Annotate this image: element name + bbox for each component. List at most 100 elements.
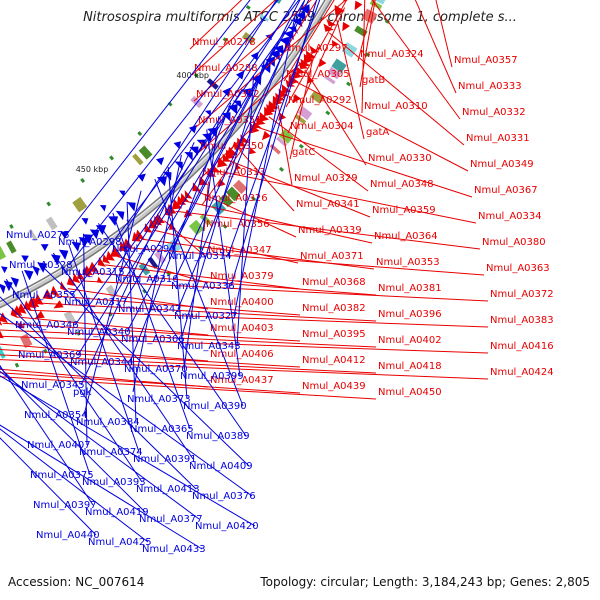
forward-gene-arrow bbox=[42, 289, 54, 300]
reverse-label-leader bbox=[233, 16, 296, 317]
reverse-gene-label: Nmul_A0315 bbox=[61, 267, 125, 278]
forward-gene-arrow bbox=[10, 307, 18, 319]
forward-gene-label: Nmul_A0402 bbox=[378, 335, 442, 346]
reverse-gene-label: Nmul_A0440 bbox=[36, 530, 100, 541]
reverse-gene-label: Nmul_A0275 bbox=[6, 230, 70, 241]
feature-marker bbox=[251, 196, 257, 202]
reverse-gene-label: Nmul_A0327 bbox=[174, 311, 238, 322]
reverse-gene-arrow bbox=[37, 262, 48, 273]
feature-marker bbox=[46, 201, 52, 207]
forward-label-leader bbox=[175, 210, 481, 250]
reverse-label-leader bbox=[120, 0, 297, 273]
feature-marker bbox=[109, 155, 115, 161]
forward-gene-label: Nmul_A0305 bbox=[286, 69, 350, 80]
forward-gene-arrow bbox=[233, 141, 243, 150]
forward-label-leader bbox=[277, 105, 293, 186]
reverse-label-leader bbox=[0, 428, 149, 543]
reverse-gene-arrow bbox=[174, 161, 183, 171]
cog-block-outer bbox=[189, 219, 205, 236]
cog-block-outer bbox=[211, 200, 227, 216]
forward-label-leader bbox=[295, 81, 469, 172]
forward-gene-arrow bbox=[303, 53, 314, 64]
forward-label-leader bbox=[435, 0, 453, 68]
forward-gene-arrow bbox=[354, 0, 363, 11]
forward-label-leader bbox=[357, 0, 375, 62]
reverse-label-leader bbox=[132, 154, 182, 393]
forward-label-leader bbox=[117, 256, 209, 284]
forward-gene-label: Nmul_A0292 bbox=[288, 95, 352, 106]
forward-gene-label: Nmul_A0334 bbox=[478, 211, 542, 222]
feature-marker bbox=[365, 52, 371, 57]
feature-marker bbox=[278, 166, 285, 172]
cog-block-outer bbox=[297, 106, 313, 121]
reverse-label-leader bbox=[174, 0, 310, 280]
forward-label-leader bbox=[283, 0, 335, 82]
forward-gene-label: Nmul_A0347 bbox=[208, 245, 272, 256]
reverse-gene-label: Nmul_A0316 bbox=[115, 274, 179, 285]
reverse-label-leader bbox=[65, 0, 251, 236]
topology-summary: Topology: circular; Length: 3,184,243 bp… bbox=[260, 575, 590, 589]
reverse-label-leader bbox=[77, 88, 243, 356]
reverse-gene-label: Nmul_A0365 bbox=[130, 424, 194, 435]
forward-gene-label: Nmul_A0333 bbox=[458, 81, 522, 92]
reverse-gene-label: Nmul_A0373 bbox=[127, 394, 191, 405]
forward-gene-arrow bbox=[50, 285, 60, 296]
forward-label-leader bbox=[193, 0, 312, 102]
forward-gene-arrow bbox=[261, 130, 271, 141]
reverse-gene-label: Nmul_A0433 bbox=[142, 544, 206, 555]
forward-gene-arrow bbox=[82, 266, 91, 277]
reverse-label-leader bbox=[126, 45, 276, 333]
reverse-gene-label: Nmul_A0419 bbox=[85, 507, 149, 518]
reverse-gene-label: Nmul_A0393 bbox=[82, 477, 146, 488]
feature-marker bbox=[298, 143, 304, 149]
reverse-gene-label: Nmul_A0420 bbox=[195, 521, 259, 532]
reverse-label-leader bbox=[117, 0, 278, 243]
reverse-gene-arrow bbox=[127, 202, 136, 212]
forward-gene-arrow bbox=[0, 312, 8, 323]
reverse-gene-label: Nmul_A0370 bbox=[124, 364, 188, 375]
reverse-gene-arrow bbox=[188, 125, 198, 134]
reverse-gene-label: Nmul_A0375 bbox=[30, 470, 94, 481]
reverse-label-leader bbox=[167, 167, 188, 400]
forward-gene-label: Nmul_A0363 bbox=[486, 263, 550, 274]
cog-block-outer bbox=[147, 256, 159, 269]
reverse-label-leader bbox=[112, 212, 191, 430]
cog-block-outer bbox=[63, 310, 76, 325]
forward-gene-label: Nmul_A0380 bbox=[482, 237, 546, 248]
forward-gene-arrow bbox=[0, 331, 4, 339]
reverse-gene-label: Nmul_A0343 bbox=[177, 341, 241, 352]
feature-marker bbox=[346, 81, 352, 87]
forward-gene-label: Nmul_A0330 bbox=[368, 153, 432, 164]
forward-gene-arrow bbox=[180, 193, 190, 202]
cog-block-inner bbox=[241, 32, 256, 45]
forward-gene-arrow bbox=[256, 116, 266, 126]
reverse-gene-arrow bbox=[23, 269, 34, 281]
backbone-highlight bbox=[0, 0, 327, 304]
reverse-gene-label: Nmul_A0407 bbox=[27, 440, 91, 451]
forward-gene-arrow bbox=[235, 163, 242, 170]
forward-gene-label: Nmul_A0278 bbox=[192, 37, 256, 48]
reverse-label-leader bbox=[230, 0, 318, 287]
forward-gene-label: Nmul_A0324 bbox=[360, 49, 424, 60]
forward-gene-arrow bbox=[102, 253, 111, 264]
reverse-gene-label: Nmul_A0409 bbox=[189, 461, 253, 472]
feature-marker bbox=[222, 37, 228, 43]
cog-block-outer bbox=[219, 193, 234, 208]
forward-gene-arrow bbox=[292, 93, 301, 104]
cog-block-inner bbox=[72, 196, 88, 213]
cog-block-outer bbox=[225, 186, 241, 202]
cog-block-inner bbox=[45, 216, 58, 231]
reverse-gene-label: Nmul_A0391 bbox=[133, 454, 197, 465]
forward-gene-arrow bbox=[342, 21, 350, 32]
forward-gene-label: Nmul_A0382 bbox=[302, 303, 366, 314]
forward-label-leader bbox=[197, 191, 297, 238]
forward-label-leader bbox=[289, 57, 314, 160]
reverse-gene-arrow bbox=[265, 56, 275, 67]
forward-gene-label: Nmul_A0364 bbox=[374, 231, 438, 242]
forward-gene-label: Nmul_A0418 bbox=[378, 361, 442, 372]
forward-gene-label: Nmul_A0350 bbox=[200, 141, 264, 152]
reverse-label-leader bbox=[74, 31, 286, 326]
forward-gene-label: gatA bbox=[366, 127, 389, 138]
forward-label-leader bbox=[304, 69, 367, 166]
reverse-label-leader bbox=[0, 424, 203, 550]
